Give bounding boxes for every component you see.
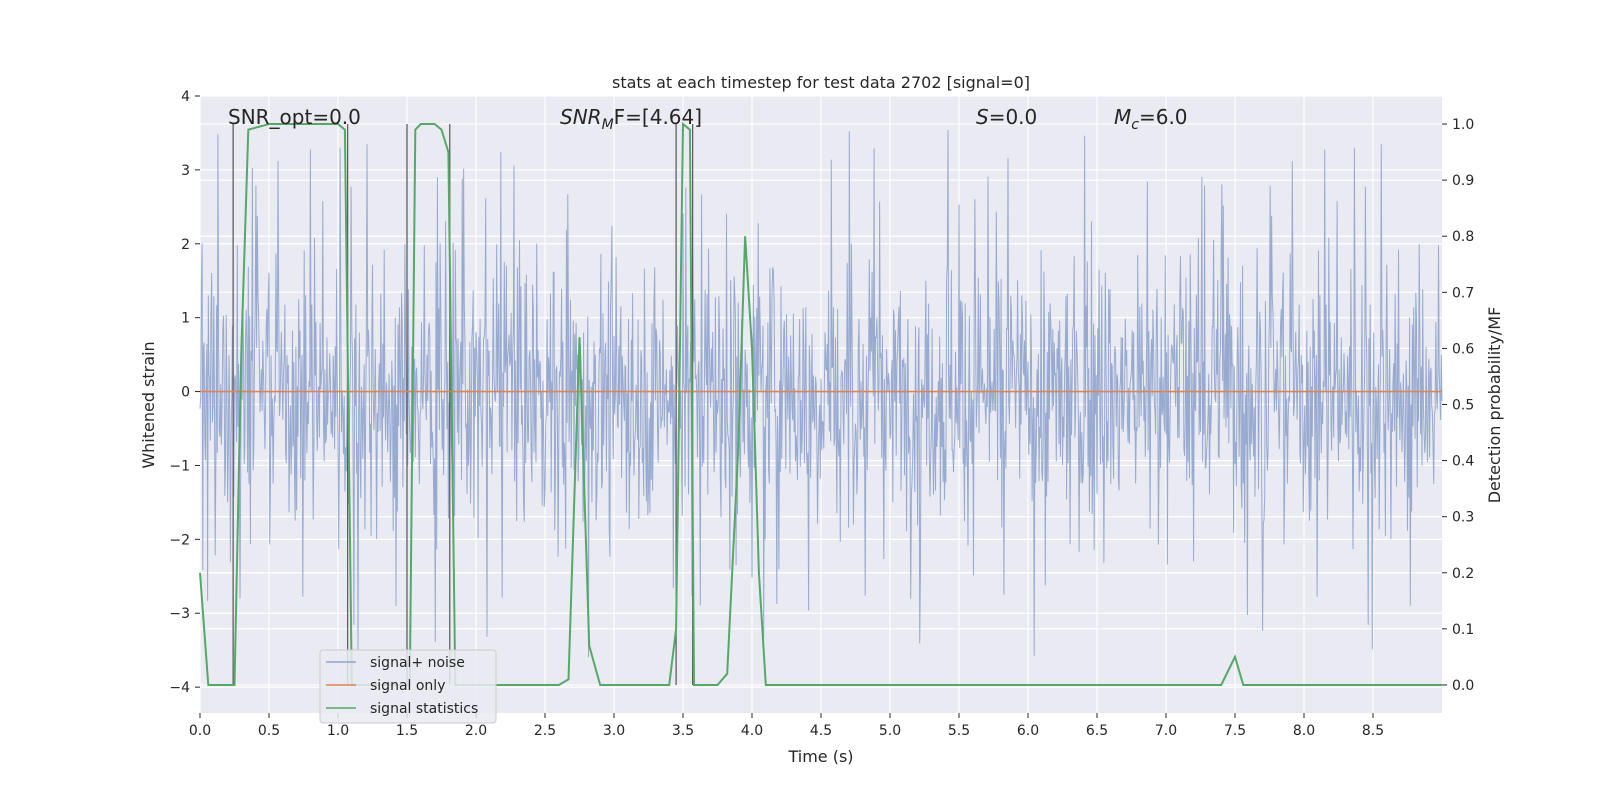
y-right-tick-label: 1.0 — [1452, 117, 1474, 133]
signal-statistics-line — [199, 121, 1442, 686]
legend-label-noise: signal+ noise — [370, 655, 465, 671]
x-tick-label: 2.5 — [534, 723, 556, 739]
y-left-axis-label: Whitened strain — [139, 341, 158, 468]
x-tick-label: 6.0 — [1017, 723, 1039, 739]
annotation-mc-rest: =6.0 — [1139, 105, 1188, 129]
y-left-tick-label: 1 — [181, 311, 190, 327]
annotation-s: S=0.0 — [976, 105, 1037, 129]
annotation-snr-mf-sub: M — [602, 117, 614, 133]
y-right-tick-label: 0.9 — [1452, 173, 1474, 189]
y-right-tick-label: 0.7 — [1452, 285, 1474, 301]
signal-statistics-series — [199, 121, 1442, 686]
annotation-mc-main: M — [1114, 105, 1131, 129]
y-right-tick-label: 0.1 — [1452, 622, 1474, 638]
legend-label-statistics: signal statistics — [370, 701, 478, 717]
y-right-tick-label: 0.4 — [1452, 454, 1474, 470]
y-left-tick-label: −4 — [169, 680, 190, 696]
y-left-tick-label: 0 — [181, 385, 190, 401]
y-left-tick-label: −1 — [169, 458, 190, 474]
y-left-tick-label: −3 — [169, 606, 190, 622]
y-right-tick-label: 0.3 — [1452, 510, 1474, 526]
legend: signal+ noise signal only signal statist… — [319, 649, 497, 724]
legend-label-signal-only: signal only — [370, 678, 445, 694]
legend-box — [319, 649, 497, 724]
y-left-axis-ticks: −4 −3 −2 −1 0 1 2 3 4 — [169, 89, 200, 696]
x-axis-ticks: 0.0 0.5 1.0 1.5 2.0 2.5 3.0 3.5 4.0 4.5 5.0 5.5 6.0 6… — [189, 713, 1384, 739]
x-tick-label: 6.5 — [1086, 723, 1108, 739]
annotation-snr-mf-rest: F=[4.64] — [614, 105, 702, 129]
x-tick-label: 3.0 — [603, 723, 625, 739]
y-right-tick-label: 0.0 — [1452, 678, 1474, 694]
x-tick-label: 1.0 — [327, 723, 349, 739]
y-right-tick-label: 0.8 — [1452, 229, 1474, 245]
x-tick-label: 4.0 — [741, 723, 763, 739]
x-tick-label: 5.5 — [948, 723, 970, 739]
x-tick-label: 0.5 — [258, 723, 280, 739]
x-axis-label: Time (s) — [787, 747, 853, 766]
y-right-axis-label: Detection probability/MF — [1485, 307, 1504, 504]
y-right-tick-label: 0.5 — [1452, 398, 1474, 414]
x-tick-label: 7.5 — [1224, 723, 1246, 739]
chart-title: stats at each timestep for test data 270… — [612, 73, 1030, 92]
x-tick-label: 2.0 — [465, 723, 487, 739]
y-right-tick-label: 0.6 — [1452, 341, 1474, 357]
annotation-snr-mf: SNRMF=[4.64] — [560, 105, 702, 133]
y-left-tick-label: 2 — [181, 237, 190, 253]
x-tick-label: 3.5 — [672, 723, 694, 739]
x-tick-label: 5.0 — [879, 723, 901, 739]
x-tick-label: 8.0 — [1293, 723, 1315, 739]
y-right-axis-ticks: 0.0 0.1 0.2 0.3 0.4 0.5 0.6 0.7 0.8 0.9 1.0 — [1442, 117, 1474, 694]
y-left-tick-label: 3 — [181, 163, 190, 179]
y-left-tick-label: −2 — [169, 532, 190, 548]
annotation-s-main: S — [976, 105, 989, 129]
annotation-mc-sub: c — [1131, 117, 1139, 133]
annotation-s-rest: =0.0 — [989, 105, 1038, 129]
x-tick-label: 4.5 — [810, 723, 832, 739]
annotation-mc: Mc=6.0 — [1114, 105, 1188, 133]
x-tick-label: 1.5 — [396, 723, 418, 739]
y-right-tick-label: 0.2 — [1452, 566, 1474, 582]
annotation-snr-opt: SNR_opt=0.0 — [228, 105, 361, 129]
x-tick-label: 7.0 — [1155, 723, 1177, 739]
y-left-tick-label: 4 — [181, 89, 190, 105]
x-tick-label: 8.5 — [1362, 723, 1384, 739]
annotation-snr-mf-main: SNR — [560, 105, 602, 129]
x-tick-label: 0.0 — [189, 723, 211, 739]
